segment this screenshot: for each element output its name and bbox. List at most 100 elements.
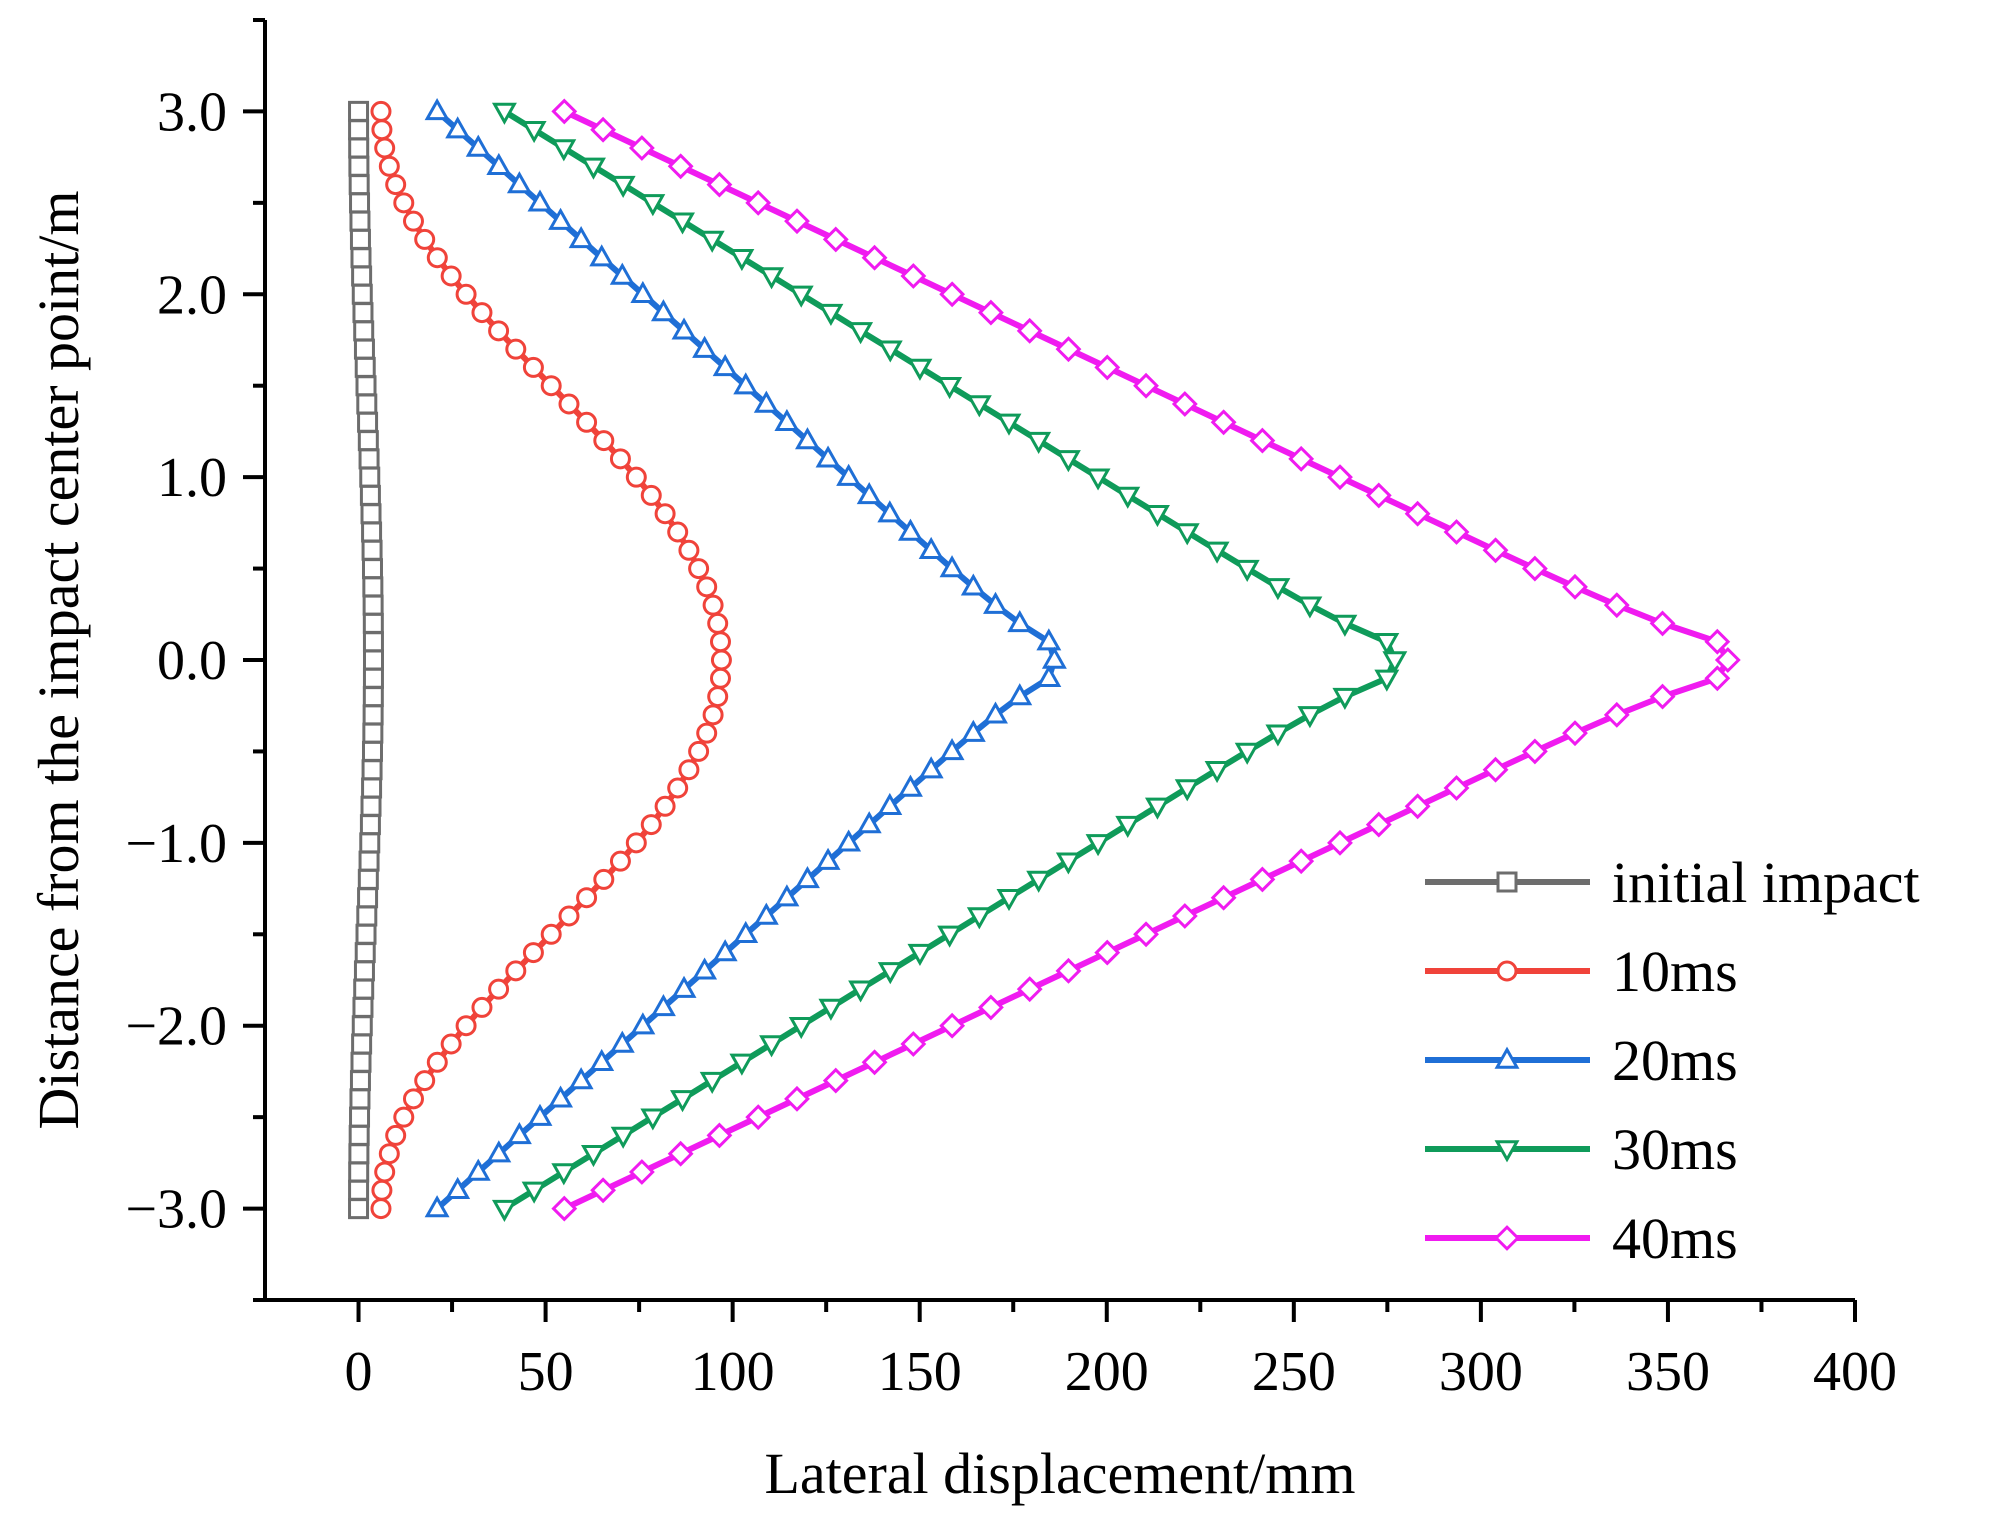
- data-point: [352, 302, 374, 324]
- data-point: [753, 902, 779, 925]
- data-point: [1649, 683, 1676, 710]
- data-point: [625, 466, 647, 488]
- data-point: [939, 1012, 966, 1039]
- data-point: [712, 354, 738, 377]
- data-point: [558, 393, 580, 415]
- data-point: [522, 942, 544, 964]
- data-point: [362, 704, 384, 726]
- data-point: [1603, 592, 1630, 619]
- data-point: [1443, 519, 1470, 545]
- data-point: [745, 1104, 772, 1131]
- data-point: [671, 975, 697, 998]
- data-point: [506, 171, 532, 194]
- data-point: [630, 280, 656, 303]
- series-10ms: [370, 100, 732, 1220]
- y-tick-label: −2.0: [125, 996, 227, 1058]
- data-point: [1482, 756, 1509, 783]
- series-20ms: [424, 98, 1067, 1218]
- data-point: [822, 1067, 849, 1094]
- data-point: [1374, 669, 1400, 692]
- y-tick-label: 0.0: [157, 630, 227, 692]
- data-point: [696, 576, 718, 598]
- data-point: [351, 265, 373, 287]
- data-point: [654, 795, 676, 817]
- data-point: [362, 686, 384, 708]
- data-point: [1094, 354, 1121, 381]
- data-point: [1133, 921, 1159, 948]
- data-point: [357, 868, 379, 890]
- data-point: [440, 1033, 462, 1055]
- data-point: [488, 978, 510, 1000]
- data-point: [966, 395, 992, 418]
- legend-marker: [1494, 1046, 1520, 1069]
- data-point: [540, 375, 562, 397]
- data-point: [354, 942, 376, 964]
- data-point: [877, 500, 903, 523]
- data-point: [877, 792, 903, 815]
- data-point: [856, 811, 882, 834]
- legend-marker: [1496, 871, 1518, 893]
- data-point: [426, 1051, 448, 1073]
- data-point: [937, 377, 963, 400]
- data-point: [640, 194, 666, 217]
- data-point: [402, 1088, 424, 1110]
- data-point: [348, 1198, 370, 1220]
- data-point: [385, 174, 407, 196]
- legend-item: 10ms: [1425, 939, 1738, 1004]
- data-point: [759, 267, 785, 290]
- data-point: [349, 210, 371, 232]
- data-point: [877, 340, 903, 363]
- data-point: [385, 1124, 407, 1146]
- data-point: [977, 994, 1004, 1021]
- data-point: [848, 322, 874, 345]
- data-point: [486, 1140, 512, 1163]
- data-point: [371, 1179, 393, 1201]
- data-point: [1204, 541, 1230, 564]
- data-point: [678, 759, 700, 781]
- data-point: [1249, 427, 1276, 454]
- data-point: [650, 994, 676, 1017]
- data-point: [1085, 468, 1111, 491]
- data-point: [350, 247, 372, 269]
- data-point: [610, 175, 636, 198]
- data-point: [1332, 687, 1358, 710]
- data-point: [848, 980, 874, 1003]
- data-point: [353, 978, 375, 1000]
- data-point: [1234, 559, 1260, 582]
- data-point: [350, 1051, 372, 1073]
- data-point: [996, 413, 1022, 436]
- data-point: [1204, 761, 1230, 784]
- data-point: [1115, 815, 1141, 838]
- data-point: [907, 943, 933, 966]
- series-line: [502, 108, 1398, 1212]
- axes: 0 50 100 150 200 250 300 350 400 −3.0 −2.0 −1.0 0.0 1…: [125, 18, 1897, 1403]
- data-point: [960, 719, 986, 742]
- data-point: [1115, 486, 1141, 509]
- data-point: [1210, 409, 1237, 436]
- data-point: [1007, 683, 1033, 706]
- data-point: [815, 445, 841, 468]
- data-point: [688, 558, 710, 580]
- data-point: [1374, 633, 1400, 656]
- data-point: [667, 521, 689, 543]
- data-point: [521, 1181, 547, 1204]
- data-point: [576, 411, 598, 433]
- data-point: [628, 135, 655, 161]
- data-point: [593, 430, 615, 452]
- data-point: [625, 832, 647, 854]
- data-point: [788, 285, 814, 308]
- data-point: [729, 249, 755, 272]
- data-point: [996, 889, 1022, 912]
- data-point: [856, 482, 882, 505]
- data-point: [1133, 372, 1159, 399]
- data-point: [349, 1106, 371, 1128]
- data-point: [348, 1124, 370, 1146]
- data-point: [440, 265, 462, 287]
- data-point: [788, 1017, 814, 1040]
- data-point: [609, 1030, 635, 1053]
- series-line: [563, 108, 1731, 1212]
- data-point: [1404, 793, 1431, 820]
- data-point: [548, 207, 574, 230]
